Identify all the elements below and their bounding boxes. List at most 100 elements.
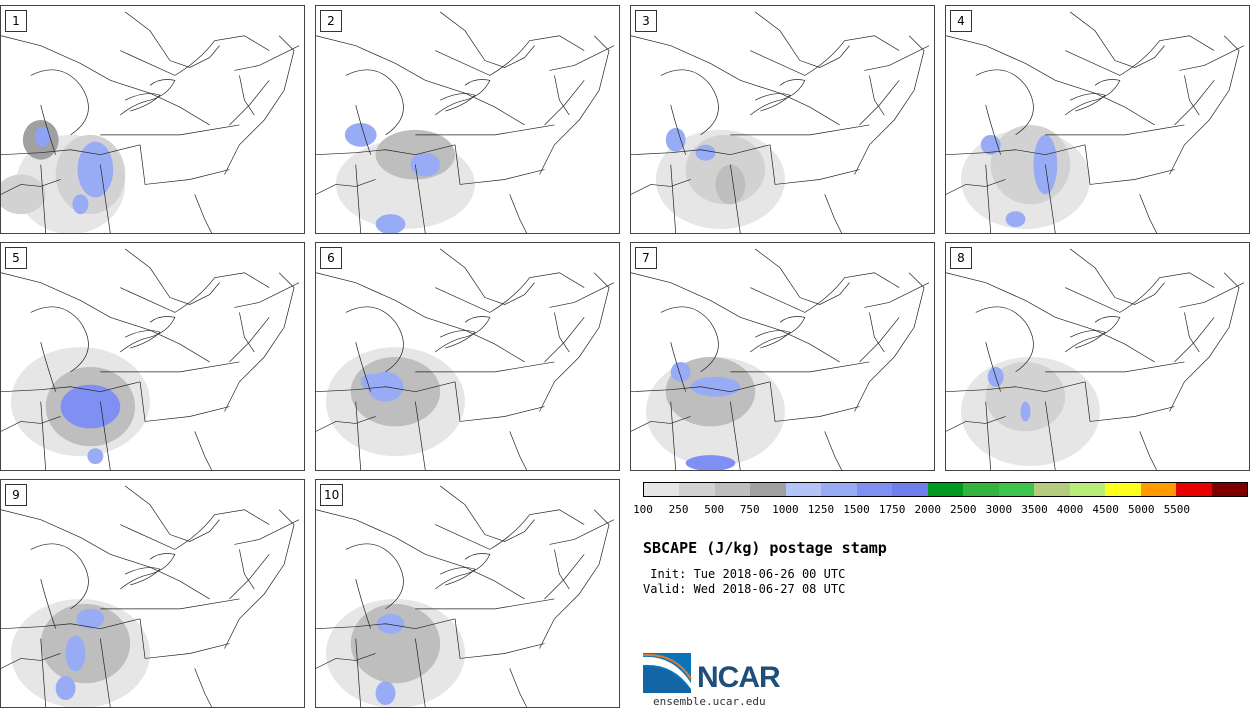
map-panel-3: 3	[630, 5, 935, 234]
colorbar-swatch	[750, 483, 786, 496]
panel-number: 6	[320, 247, 342, 269]
boundary-line	[100, 164, 111, 233]
boundary-line	[769, 381, 860, 422]
sbcape-colorbar	[643, 482, 1248, 497]
map-svg	[316, 11, 615, 233]
map-svg	[631, 11, 930, 233]
boundary-line	[946, 179, 1006, 195]
boundary-line	[139, 144, 230, 185]
boundary-line	[554, 75, 570, 116]
boundary-line	[234, 519, 300, 545]
boundary-line	[539, 509, 610, 649]
colorbar-label: 5500	[1163, 503, 1191, 516]
boundary-line	[1169, 35, 1240, 175]
cape-shading	[1, 174, 46, 215]
boundary-line	[631, 416, 691, 432]
boundary-line	[434, 316, 491, 353]
boundary-line	[316, 618, 456, 630]
boundary-line	[316, 35, 525, 126]
boundary-line	[730, 401, 741, 470]
boundary-line	[355, 401, 362, 470]
boundary-line	[120, 509, 270, 550]
boundary-line	[454, 618, 545, 659]
boundary-line	[415, 401, 426, 470]
boundary-line	[1, 144, 141, 156]
boundary-line	[1070, 93, 1106, 112]
ncar-logo-text: NCAR	[697, 661, 781, 694]
boundary-line	[1065, 35, 1215, 76]
colorbar-swatch	[1140, 483, 1177, 496]
colorbar-swatch	[714, 483, 751, 496]
boundary-line	[119, 79, 176, 116]
cape-shading	[87, 448, 104, 465]
boundary-line	[824, 194, 842, 233]
boundary-line	[194, 431, 212, 470]
boundary-line	[554, 549, 570, 590]
boundary-line	[854, 272, 925, 412]
map-panel-1: 1	[0, 5, 305, 234]
boundary-line	[631, 272, 840, 363]
boundary-line	[194, 194, 212, 233]
panel-number: 8	[950, 247, 972, 269]
boundary-line	[239, 549, 255, 590]
map-panel-5: 5	[0, 242, 305, 471]
cape-shading	[34, 126, 51, 147]
boundary-line	[234, 282, 300, 308]
map-svg	[316, 248, 615, 470]
boundary-line	[549, 282, 615, 308]
boundary-line	[125, 93, 161, 112]
cape-shading	[344, 122, 377, 147]
map-svg	[946, 11, 1245, 233]
boundary-line	[124, 485, 220, 542]
boundary-line	[345, 543, 404, 610]
cape-shading	[1005, 211, 1026, 228]
boundary-line	[316, 416, 376, 432]
cape-shading	[60, 384, 121, 429]
cape-shading	[1020, 401, 1031, 422]
map-svg	[1, 11, 300, 233]
boundary-line	[660, 69, 719, 136]
cape-shading	[350, 603, 441, 684]
boundary-line	[975, 306, 1034, 373]
colorbar-label: 100	[633, 503, 653, 516]
panel-number: 5	[5, 247, 27, 269]
boundary-line	[946, 272, 1155, 363]
boundary-line	[434, 79, 491, 116]
boundary-line	[946, 144, 1086, 156]
boundary-line	[355, 638, 362, 707]
boundary-line	[1, 416, 61, 432]
panel-number: 9	[5, 484, 27, 506]
boundary-line	[100, 361, 240, 373]
colorbar-labels: 100 250 500 750 1000 1250 1500 1750 2000 2500 3000…	[633, 503, 1248, 517]
boundary-line	[100, 638, 111, 707]
colorbar-swatch	[1034, 483, 1070, 496]
boundary-line	[440, 567, 476, 586]
boundary-line	[1069, 248, 1165, 305]
cape-shading	[375, 214, 406, 233]
boundary-line	[1184, 312, 1200, 353]
boundary-line	[864, 282, 930, 308]
boundary-line	[40, 164, 47, 233]
boundary-line	[415, 638, 426, 707]
boundary-line	[234, 45, 300, 71]
panel-number: 2	[320, 10, 342, 32]
boundary-line	[239, 75, 255, 116]
boundary-line	[755, 330, 791, 349]
boundary-line	[100, 401, 111, 470]
cape-shading	[685, 455, 736, 470]
boundary-line	[355, 105, 371, 155]
boundary-line	[544, 554, 585, 600]
boundary-line	[139, 381, 230, 422]
boundary-line	[119, 316, 176, 353]
colorbar-swatch	[1069, 483, 1106, 496]
cape-shading	[65, 635, 86, 672]
boundary-line	[1, 35, 210, 126]
boundary-line	[1064, 316, 1121, 353]
boundary-line	[509, 194, 527, 233]
boundary-line	[345, 306, 404, 373]
boundary-line	[730, 124, 870, 136]
panel-number: 1	[5, 10, 27, 32]
cape-shading	[1033, 134, 1058, 195]
colorbar-label: 4500	[1092, 503, 1119, 516]
boundary-line	[631, 35, 840, 126]
